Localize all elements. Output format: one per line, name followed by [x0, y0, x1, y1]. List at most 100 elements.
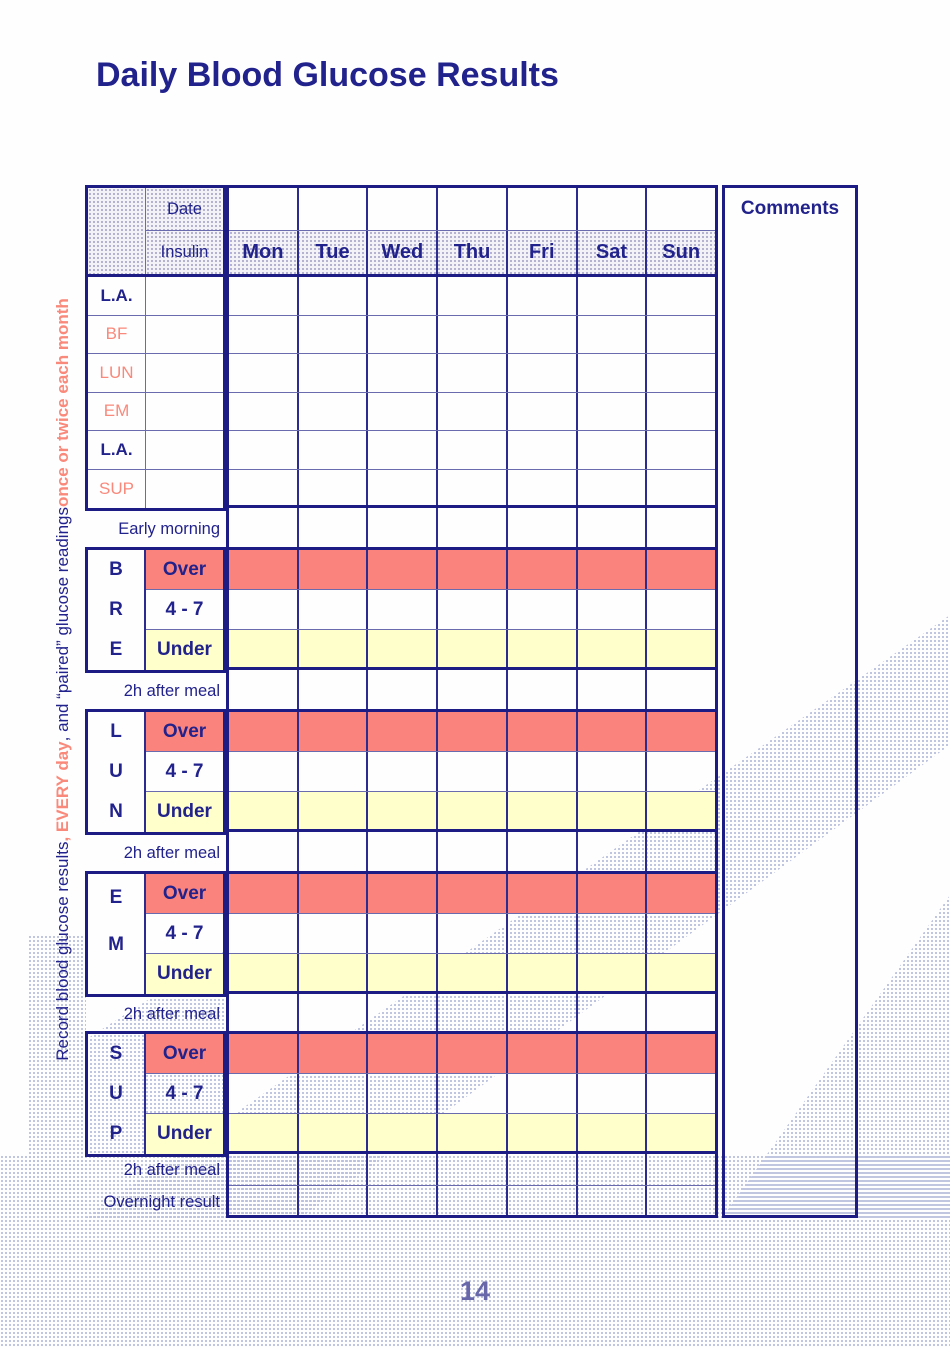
category-over: Over [146, 550, 223, 590]
category-over: Over [146, 712, 223, 752]
overnight-result-label: Overnight result [103, 1192, 220, 1211]
breakfast-4-7-row [229, 590, 715, 630]
group-letter: S [109, 1043, 123, 1064]
day-cell [368, 670, 439, 709]
day-cell [508, 469, 578, 505]
day-cell [647, 431, 715, 469]
after-meal-label-1: 2h after meal [123, 681, 220, 700]
day-cell [299, 832, 369, 871]
day-cell [647, 1154, 715, 1185]
side-note-part2: , EVERY day [53, 741, 72, 842]
day-cell [299, 874, 369, 913]
after-meal-row [229, 670, 715, 712]
group-letter: M [108, 933, 124, 955]
day-cell [229, 994, 299, 1031]
group-letter: U [109, 1083, 123, 1104]
day-cell [508, 315, 578, 353]
day-cell [647, 508, 715, 547]
day-cell [578, 508, 648, 547]
insulin-dose-cell [146, 393, 223, 431]
day-cell [508, 630, 578, 667]
day-cell [229, 277, 299, 315]
group-letter: N [109, 801, 123, 822]
day-cell [299, 431, 369, 469]
day-cell [647, 1186, 715, 1215]
category-under: Under [146, 630, 223, 670]
day-cell [299, 469, 369, 505]
category-under: Under [146, 792, 223, 832]
day-cell [438, 1034, 508, 1073]
day-cell [438, 630, 508, 667]
day-cell [508, 1114, 578, 1151]
day-cell [368, 1154, 439, 1185]
day-cell [299, 752, 369, 791]
day-cell [647, 630, 715, 667]
day-cell [368, 315, 439, 353]
day-cell [438, 188, 508, 230]
day-header-sun: Sun [662, 241, 701, 263]
group-letters: L U N [88, 712, 146, 832]
evening-under-row [229, 954, 715, 994]
day-cell [508, 1154, 578, 1185]
day-cell [508, 354, 578, 392]
day-cell [508, 954, 578, 991]
insulin-label: SUP [88, 469, 146, 508]
day-cell [299, 354, 369, 392]
day-cell [229, 630, 299, 667]
day-cell [578, 1074, 648, 1113]
day-cell [438, 277, 508, 315]
group-letters: S U P [88, 1034, 146, 1154]
insulin-label: BF [88, 315, 146, 353]
day-cell [229, 469, 299, 505]
day-cell [299, 712, 369, 751]
insulin-label: LUN [88, 354, 146, 392]
day-cell [368, 354, 439, 392]
insulin-row-em: EM [88, 392, 223, 431]
day-header-wed: Wed [368, 231, 439, 274]
group-box-breakfast: B R E Over 4 - 7 Under [85, 547, 226, 673]
lunch-over-row [229, 712, 715, 752]
day-cell [647, 277, 715, 315]
day-cell [647, 832, 715, 871]
day-cell [299, 550, 369, 589]
day-cell [299, 1186, 369, 1215]
day-cell [647, 1034, 715, 1073]
group-letter: P [109, 1123, 123, 1144]
day-cell [229, 670, 299, 709]
after-meal-label-4: 2h after meal [123, 1160, 220, 1179]
day-cell [647, 670, 715, 709]
comments-box: Comments [722, 185, 858, 1218]
day-cell [299, 994, 369, 1031]
day-cell [368, 469, 439, 505]
group-letters: B R E [88, 550, 146, 670]
lunch-4-7-row [229, 752, 715, 792]
day-cell [368, 954, 439, 991]
day-cell [647, 316, 715, 354]
day-header-thu: Thu [438, 231, 508, 274]
lunch-under-row [229, 792, 715, 832]
day-header-tue: Tue [299, 231, 369, 274]
day-cell [229, 1034, 299, 1073]
day-cell [508, 832, 578, 871]
day-cell [647, 954, 715, 991]
day-cell [438, 431, 508, 469]
day-cell [299, 590, 369, 629]
breakfast-over-row [229, 550, 715, 590]
group-letter: E [109, 639, 123, 660]
day-cell [438, 752, 508, 791]
evening-over-row [229, 874, 715, 914]
day-cell [229, 188, 299, 230]
category-under: Under [146, 954, 223, 994]
day-cell [508, 874, 578, 913]
day-cell [508, 590, 578, 629]
group-letter: U [109, 761, 123, 782]
day-cell [229, 832, 299, 871]
day-cell [578, 354, 648, 392]
category-4-7: 4 - 7 [146, 590, 223, 630]
day-cell [299, 1034, 369, 1073]
after-meal-row [229, 994, 715, 1034]
day-cell [647, 470, 715, 506]
day-cell [368, 874, 439, 913]
day-cell [368, 431, 439, 469]
